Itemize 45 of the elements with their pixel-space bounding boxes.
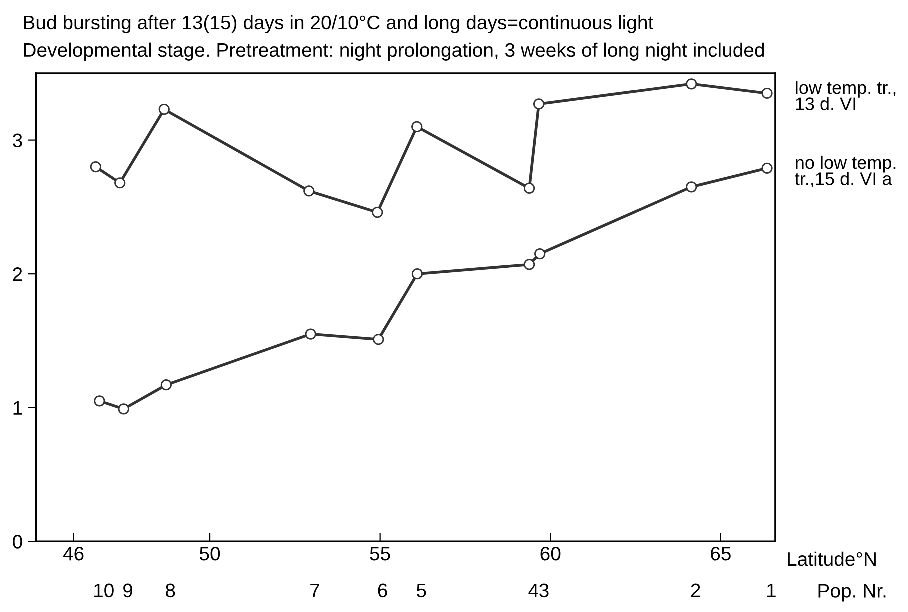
series-label: no low temp. tr.,15 d. VI a xyxy=(795,156,896,188)
x-tick-label: 65 xyxy=(711,546,731,561)
point xyxy=(412,121,423,132)
point xyxy=(762,162,773,174)
y-tick-label: 1 xyxy=(14,402,22,415)
point xyxy=(304,186,315,197)
point xyxy=(305,328,316,340)
point xyxy=(114,178,126,189)
series-label: low temp. tr., 13 d. VI xyxy=(796,81,896,110)
text: 10 xyxy=(94,584,114,598)
text: 7 xyxy=(310,584,320,598)
point xyxy=(524,259,536,270)
text: 1 xyxy=(768,584,776,598)
point xyxy=(533,98,545,110)
x-tick-label: 60 xyxy=(540,546,561,561)
text: 5 xyxy=(416,584,426,598)
x2-axis-title: Pop. Nr. xyxy=(818,584,886,602)
point xyxy=(686,78,698,90)
point xyxy=(94,396,106,407)
point xyxy=(372,207,384,218)
x-tick-label: 46 xyxy=(63,546,84,561)
point xyxy=(118,404,130,415)
point xyxy=(534,248,546,260)
x-tick-label: 55 xyxy=(370,547,390,561)
x-tick-label: 50 xyxy=(200,546,220,561)
y-tick-label: 2 xyxy=(13,268,22,282)
point xyxy=(762,88,773,100)
text: 4 xyxy=(528,584,539,598)
text: 2 xyxy=(691,584,700,598)
chart-subtitle: Developmental stage. Pretreatment: night prolongation, 3 weeks of long night included xyxy=(24,42,764,61)
text: 6 xyxy=(378,584,388,598)
text: 3 xyxy=(540,584,549,598)
text: 8 xyxy=(166,584,176,598)
point xyxy=(160,380,172,391)
point xyxy=(158,104,170,116)
x-axis-title: Latitude°N xyxy=(788,552,876,566)
text: 9 xyxy=(124,584,133,598)
chart-title: Bud bursting after 13(15) days in 20/10°C and long days=continuous light xyxy=(24,15,654,34)
y-tick-label: 0 xyxy=(13,535,22,549)
y-tick-label: 3 xyxy=(13,134,22,148)
point xyxy=(373,334,384,346)
point xyxy=(686,182,698,193)
point xyxy=(524,182,536,194)
point xyxy=(90,162,102,173)
point xyxy=(412,268,424,280)
